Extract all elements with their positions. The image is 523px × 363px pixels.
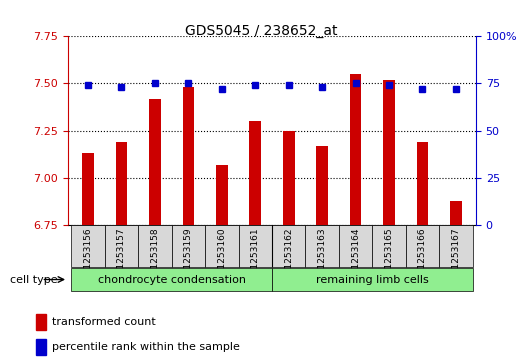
- Bar: [283, 131, 294, 225]
- Bar: [116, 142, 127, 225]
- Text: percentile rank within the sample: percentile rank within the sample: [52, 342, 240, 352]
- FancyBboxPatch shape: [138, 225, 172, 267]
- FancyBboxPatch shape: [71, 225, 105, 267]
- FancyBboxPatch shape: [272, 225, 305, 267]
- Bar: [417, 142, 428, 225]
- Text: GSM1253157: GSM1253157: [117, 227, 126, 288]
- Bar: [316, 146, 328, 225]
- FancyBboxPatch shape: [105, 225, 138, 267]
- FancyBboxPatch shape: [406, 225, 439, 267]
- Text: GDS5045 / 238652_at: GDS5045 / 238652_at: [185, 24, 338, 38]
- Bar: [82, 153, 94, 225]
- Bar: [383, 80, 395, 225]
- FancyBboxPatch shape: [205, 225, 238, 267]
- FancyBboxPatch shape: [238, 225, 272, 267]
- Text: cell type: cell type: [10, 275, 58, 285]
- Text: GSM1253158: GSM1253158: [151, 227, 160, 288]
- Text: chondrocyte condensation: chondrocyte condensation: [98, 274, 246, 285]
- FancyBboxPatch shape: [272, 268, 473, 291]
- Text: GSM1253164: GSM1253164: [351, 227, 360, 287]
- Text: GSM1253159: GSM1253159: [184, 227, 193, 288]
- Bar: [36, 314, 46, 330]
- Text: GSM1253163: GSM1253163: [317, 227, 327, 288]
- Text: GSM1253166: GSM1253166: [418, 227, 427, 288]
- Text: GSM1253162: GSM1253162: [284, 227, 293, 287]
- Bar: [216, 165, 228, 225]
- FancyBboxPatch shape: [71, 268, 272, 291]
- FancyBboxPatch shape: [372, 225, 406, 267]
- Bar: [249, 121, 261, 225]
- FancyBboxPatch shape: [339, 225, 372, 267]
- FancyBboxPatch shape: [305, 225, 339, 267]
- Text: GSM1253165: GSM1253165: [384, 227, 393, 288]
- FancyBboxPatch shape: [439, 225, 473, 267]
- Text: GSM1253160: GSM1253160: [217, 227, 226, 288]
- Text: GSM1253161: GSM1253161: [251, 227, 260, 288]
- Text: GSM1253167: GSM1253167: [451, 227, 460, 288]
- FancyBboxPatch shape: [172, 225, 205, 267]
- Bar: [350, 74, 361, 225]
- Text: transformed count: transformed count: [52, 317, 156, 327]
- Bar: [36, 339, 46, 355]
- Text: remaining limb cells: remaining limb cells: [316, 274, 429, 285]
- Bar: [450, 200, 462, 225]
- Text: GSM1253156: GSM1253156: [84, 227, 93, 288]
- Bar: [183, 87, 194, 225]
- Bar: [149, 99, 161, 225]
